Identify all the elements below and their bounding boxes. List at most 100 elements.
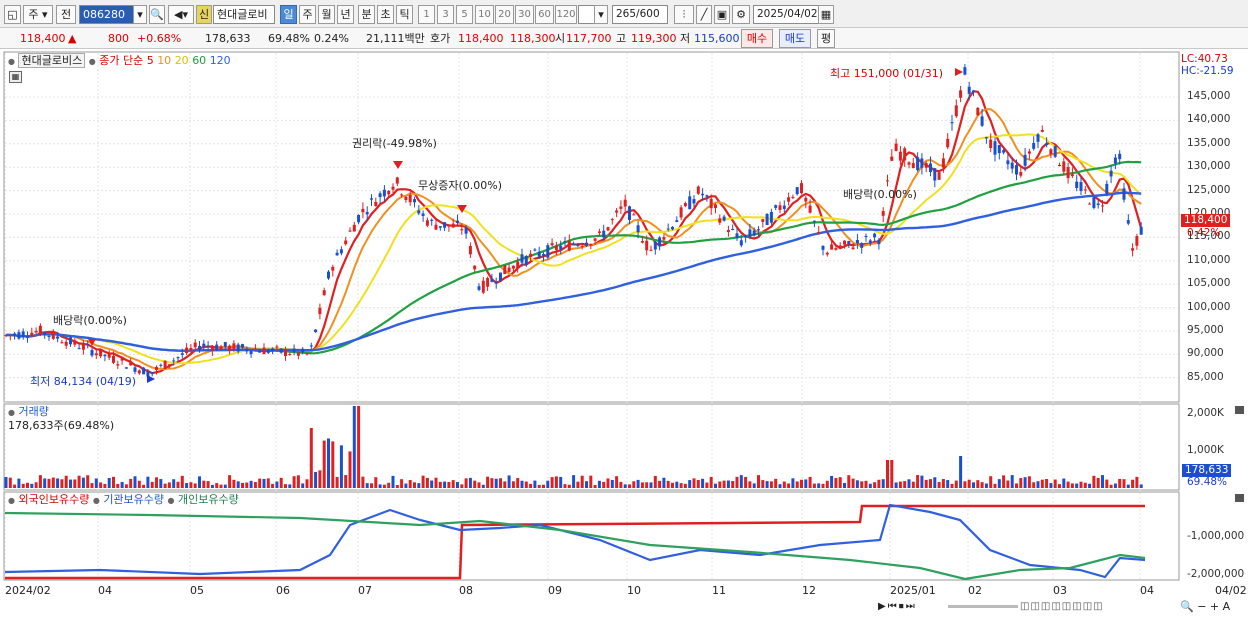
candle-body: [1053, 146, 1057, 157]
search-icon[interactable]: 🔍: [149, 5, 165, 24]
volume-bar: [17, 478, 21, 488]
volume-bar: [911, 481, 915, 488]
candle-body: [1139, 226, 1143, 235]
table-toggle-icon[interactable]: ▦: [9, 71, 22, 83]
candle-body: [443, 222, 447, 228]
volume-panel-name: 거래량: [18, 405, 49, 418]
x-tick-label: 12: [802, 584, 816, 597]
candle-body: [696, 186, 700, 194]
interval-1-button[interactable]: 1: [418, 5, 435, 24]
volume-bar: [632, 481, 636, 488]
scroll-controls[interactable]: ▶⏮⏹⏭: [878, 601, 917, 612]
scroll-track[interactable]: [948, 605, 1018, 608]
period-tick-button[interactable]: 틱: [396, 5, 413, 24]
interval-5-button[interactable]: 5: [456, 5, 473, 24]
chart-tool-icons[interactable]: ◫◫◫◫◫◫◫◫: [1020, 601, 1104, 612]
candle-body: [907, 162, 911, 165]
candle-body: [155, 367, 158, 370]
candle-body: [387, 190, 391, 195]
volume-current-badge: 178,633: [1182, 464, 1232, 477]
candle-body: [258, 350, 262, 353]
calendar-icon[interactable]: ▦: [818, 5, 834, 24]
window-icon[interactable]: ◱: [4, 5, 21, 24]
candle-type-icon[interactable]: ⫶: [674, 5, 694, 24]
period-type-select[interactable]: 주 ▾: [23, 5, 53, 24]
stock-name-field[interactable]: 현대글로비: [213, 5, 275, 24]
period-year-button[interactable]: 년: [337, 5, 354, 24]
volume-bar: [683, 483, 687, 488]
volume-bar: [348, 451, 352, 488]
candle-body: [142, 367, 146, 375]
save-icon[interactable]: ▣: [714, 5, 730, 24]
volume-bar: [133, 476, 137, 488]
volume-bar: [1006, 480, 1010, 488]
gear-icon[interactable]: ⚙: [732, 5, 750, 24]
count-field[interactable]: 265/600: [612, 5, 668, 24]
candle-body: [761, 219, 765, 222]
bonus-marker-icon: [457, 205, 467, 213]
volume-bar: [271, 483, 275, 488]
interval-3-button[interactable]: 3: [437, 5, 454, 24]
candle-body: [705, 195, 709, 197]
candle-body: [567, 240, 571, 251]
x-tick-label: 11: [712, 584, 726, 597]
volume-bar: [563, 484, 567, 488]
period-second-button[interactable]: 초: [377, 5, 394, 24]
period-day-button[interactable]: 일: [280, 5, 297, 24]
stock-name-label[interactable]: 현대글로비스: [18, 53, 86, 68]
price-tick-label: 95,000: [1187, 324, 1224, 336]
candle-body: [1027, 151, 1031, 154]
volume-bar: [954, 480, 958, 488]
volume-bar: [1118, 478, 1122, 488]
speaker-icon[interactable]: ◀▾: [168, 5, 194, 24]
volume-bar: [335, 476, 339, 488]
candle-body: [180, 353, 184, 355]
interval-30-button[interactable]: 30: [515, 5, 534, 24]
stock-code-input[interactable]: 086280: [79, 5, 135, 24]
volume-bar: [232, 479, 236, 488]
prev-button[interactable]: 전: [56, 5, 76, 24]
interval-20-button[interactable]: 20: [495, 5, 514, 24]
price-tick-label: 130,000: [1187, 160, 1231, 173]
close-icon[interactable]: [1235, 406, 1244, 414]
volume-bar: [847, 475, 851, 488]
draw-tool-icon[interactable]: ╱: [696, 5, 712, 24]
candle-body: [778, 205, 782, 210]
panel-bullet-icon: ●: [88, 57, 96, 66]
holder-tick-1m: -1,000,000: [1187, 530, 1245, 542]
volume-bar: [804, 479, 808, 488]
eval-button[interactable]: 평: [817, 29, 835, 48]
zoom-controls[interactable]: 🔍 − + A: [1180, 600, 1231, 613]
panel-bullet-icon: ●: [8, 408, 15, 417]
volume-bar: [73, 479, 77, 488]
volume-bar: [26, 482, 29, 488]
buy-button[interactable]: 매수: [741, 29, 773, 48]
volume-bar: [520, 480, 524, 488]
volume-bar: [305, 479, 309, 488]
interval-120-button[interactable]: 120: [555, 5, 577, 24]
candle-body: [787, 197, 791, 202]
date-input[interactable]: 2025/04/02: [753, 5, 819, 24]
individual-holder-line: [4, 511, 1146, 581]
interval-10-button[interactable]: 10: [475, 5, 494, 24]
close-icon[interactable]: [1235, 494, 1244, 502]
chart-canvas[interactable]: [0, 50, 1248, 621]
candle-body: [382, 189, 386, 197]
volume-bar: [980, 482, 984, 488]
period-minute-button[interactable]: 분: [358, 5, 375, 24]
sell-button[interactable]: 매도: [779, 29, 811, 48]
candle-body: [993, 141, 997, 155]
candle-body: [150, 372, 154, 374]
volume-bar: [443, 481, 447, 488]
period-month-button[interactable]: 월: [318, 5, 335, 24]
volume-bar: [494, 478, 498, 488]
volume-bar: [189, 482, 193, 488]
period-week-button[interactable]: 주: [299, 5, 316, 24]
interval-dropdown-icon[interactable]: ▾: [594, 5, 608, 24]
code-dropdown-icon[interactable]: ▾: [133, 5, 147, 24]
candle-body: [830, 244, 834, 250]
interval-60-button[interactable]: 60: [535, 5, 554, 24]
candle-body: [47, 336, 51, 338]
candle-body: [352, 224, 356, 232]
candle-body: [1032, 143, 1036, 149]
